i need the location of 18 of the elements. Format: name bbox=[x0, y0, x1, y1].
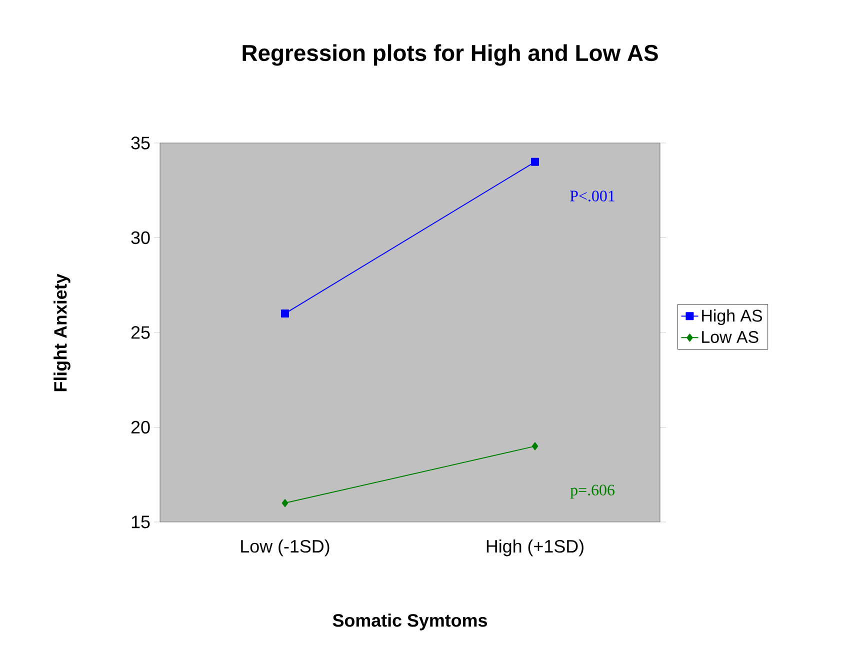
y-axis-title: Flight Anxiety bbox=[54, 274, 70, 392]
annotation: p=.606 bbox=[570, 484, 614, 499]
legend-label: High AS bbox=[702, 309, 762, 326]
y-tick-label: 25 bbox=[131, 326, 150, 339]
y-tick-label: 20 bbox=[131, 420, 150, 434]
chart-title: Regression plots for High and Low AS bbox=[242, 44, 658, 66]
annotation: P<.001 bbox=[570, 190, 614, 202]
point bbox=[281, 310, 290, 318]
x-axis-title: Somatic Symtoms bbox=[332, 614, 487, 630]
y-tick-label: 30 bbox=[131, 231, 150, 244]
point bbox=[532, 442, 538, 450]
x-tick-label: Low (-1SD) bbox=[241, 540, 330, 556]
point bbox=[282, 499, 288, 508]
x-tick-label: High (+1SD) bbox=[486, 540, 584, 556]
legend-label: Low AS bbox=[702, 331, 758, 344]
y-tick-label: 15 bbox=[132, 516, 150, 528]
point bbox=[531, 158, 540, 166]
y-tick-label: 35 bbox=[131, 136, 150, 150]
